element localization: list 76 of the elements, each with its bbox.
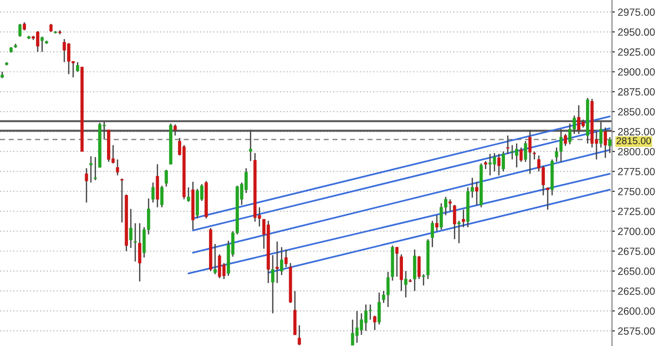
candlestick xyxy=(156,164,160,208)
candlestick xyxy=(276,240,279,284)
candlestick xyxy=(84,168,88,204)
y-tick-label: 2950.00 xyxy=(618,28,655,36)
y-tick-label: 2600.00 xyxy=(618,307,655,315)
y-tick-label: 2800.00 xyxy=(618,148,655,156)
candlestick xyxy=(475,181,478,206)
candlestick xyxy=(134,222,137,262)
candlestick xyxy=(350,319,354,346)
y-tick-label: 2700.00 xyxy=(618,228,655,236)
candlestick xyxy=(435,214,438,232)
candlestick xyxy=(502,150,505,172)
candlestick xyxy=(271,254,274,314)
y-tick-label: 2875.00 xyxy=(618,88,655,96)
y-tick-label: 2575.00 xyxy=(618,327,655,335)
candlestick xyxy=(214,243,217,275)
candlestick xyxy=(164,169,168,188)
candlestick xyxy=(378,292,381,326)
candlestick xyxy=(138,222,142,282)
candlestick xyxy=(457,220,461,244)
y-tick-label: 2625.00 xyxy=(618,287,655,295)
y-tick-label: 2925.00 xyxy=(618,48,655,56)
y-tick-label: 2975.00 xyxy=(618,8,655,16)
candlestick xyxy=(373,315,376,331)
candlestick xyxy=(18,23,22,38)
candlestick xyxy=(506,134,510,154)
candlestick xyxy=(298,324,301,346)
y-tick-label: 2750.00 xyxy=(618,188,655,196)
candlestick xyxy=(492,152,496,172)
candlestick xyxy=(413,248,416,292)
ref-line-label: 2815.00 xyxy=(616,137,651,144)
candlestick xyxy=(604,126,607,158)
candlestick xyxy=(599,121,602,148)
candlestick xyxy=(280,246,284,276)
candlestick xyxy=(386,271,390,308)
candlestick xyxy=(174,124,177,136)
candlestick xyxy=(497,153,500,176)
candlestick xyxy=(89,156,92,184)
candlestick xyxy=(120,178,124,224)
candlestick xyxy=(218,254,222,279)
y-tick-label: 2825.00 xyxy=(618,128,655,136)
candlestick xyxy=(395,246,398,278)
candlestick xyxy=(488,153,492,176)
candlestick xyxy=(422,274,426,286)
candlestick xyxy=(608,136,612,154)
candlestick xyxy=(559,128,563,162)
candlestick xyxy=(248,129,252,162)
y-tick-label: 2900.00 xyxy=(618,68,655,76)
candlestick xyxy=(186,186,190,202)
y-tick-label: 2675.00 xyxy=(618,248,655,256)
candlestick xyxy=(284,248,288,268)
candlestick xyxy=(528,129,532,174)
candlestick xyxy=(129,208,132,249)
candlestick xyxy=(462,209,466,228)
candlestick xyxy=(430,220,434,248)
candlestick xyxy=(40,36,44,52)
candlestick xyxy=(160,185,164,208)
candlestick xyxy=(448,198,452,212)
candlestick xyxy=(564,133,568,147)
candlestick xyxy=(76,62,80,72)
candlestick xyxy=(151,182,155,204)
candlestick xyxy=(116,158,120,176)
candlestick xyxy=(524,140,528,162)
candlestick xyxy=(400,254,403,292)
candlestick xyxy=(546,186,550,210)
y-tick-label: 2725.00 xyxy=(618,208,655,216)
candlestick xyxy=(94,156,97,181)
candlestick xyxy=(404,270,408,298)
y-tick-label: 2775.00 xyxy=(618,168,655,176)
y-tick-label: 2850.00 xyxy=(618,108,655,116)
candlestick xyxy=(360,312,364,336)
candlestick xyxy=(452,204,456,240)
candlestick xyxy=(418,255,421,280)
candlestick xyxy=(520,146,523,162)
y-tick-label: 2650.00 xyxy=(618,268,655,275)
candlestick xyxy=(355,310,359,344)
